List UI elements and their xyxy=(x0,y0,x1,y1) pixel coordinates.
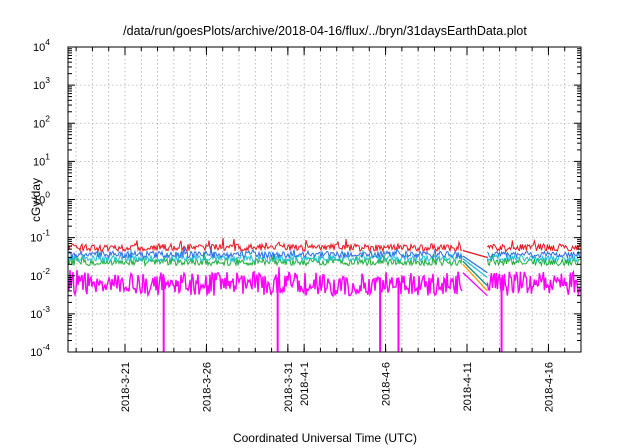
x-tick-label: 2018-4-1 xyxy=(299,362,311,406)
x-tick-label: 2018-3-31 xyxy=(283,362,295,412)
y-tick-label: 100 xyxy=(33,190,50,207)
x-axis-label: Coordinated Universal Time (UTC) xyxy=(233,431,417,445)
y-tick-label: 10-4 xyxy=(30,342,50,359)
x-tick-label: 2018-4-6 xyxy=(381,362,393,406)
gap-connector-line xyxy=(462,258,488,279)
gap-connector-line xyxy=(462,272,488,297)
x-tick-label: 2018-3-21 xyxy=(120,362,132,412)
series-4 xyxy=(68,267,581,352)
series-3 xyxy=(68,252,581,268)
y-tick-label: 103 xyxy=(33,75,50,92)
y-tick-label: 104 xyxy=(33,37,50,54)
x-axis: 2018-3-21 2018-3-26 2018-3-31 2018-4-1 2018-… xyxy=(75,47,582,412)
y-tick-label: 10-3 xyxy=(30,304,50,321)
gap-connector-line xyxy=(462,263,488,292)
series-line xyxy=(68,252,581,268)
series-1 xyxy=(68,245,581,260)
series-layer xyxy=(68,237,581,352)
series-line xyxy=(68,237,581,254)
series-line xyxy=(68,267,581,298)
grid xyxy=(68,47,582,352)
gap-connector-line xyxy=(462,255,488,274)
y-tick-label: 102 xyxy=(33,113,50,130)
series-0 xyxy=(68,237,581,254)
y-tick-label: 10-1 xyxy=(30,228,50,245)
y-axis-label: cGy/day xyxy=(29,178,43,222)
x-tick-label: 2018-3-26 xyxy=(201,362,213,412)
x-tick-label: 2018-4-16 xyxy=(543,362,555,412)
series-line xyxy=(68,245,581,260)
y-tick-label: 10-2 xyxy=(30,266,50,283)
gap-connector-line xyxy=(462,249,488,259)
chart-title: /data/run/goesPlots/archive/2018-04-16/f… xyxy=(123,24,527,38)
gap-connectors xyxy=(462,249,488,297)
y-tick-label: 101 xyxy=(33,151,50,168)
x-tick-label: 2018-4-11 xyxy=(462,362,474,411)
y-axis: 10-4 10-3 10-2 10-1 100 101 102 103 104 xyxy=(30,37,581,359)
gap-connector-line xyxy=(462,260,488,287)
